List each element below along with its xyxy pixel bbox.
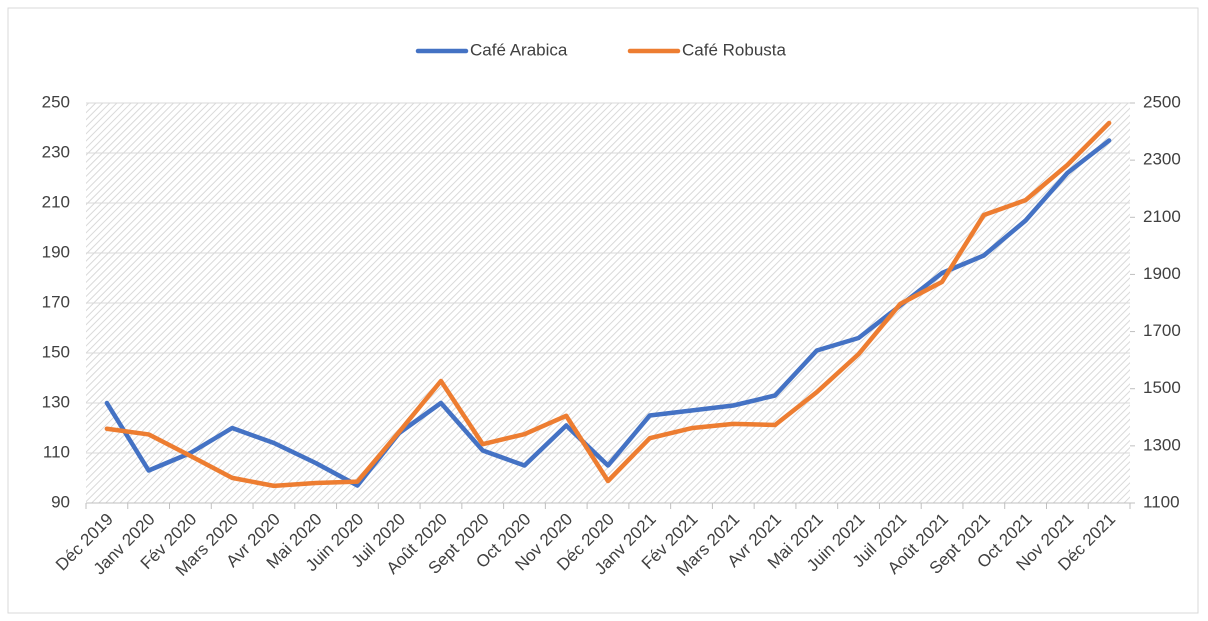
y-tick-label: 190 — [42, 242, 70, 261]
y2-tick-label: 2500 — [1143, 92, 1181, 111]
y2-tick-label: 2100 — [1143, 207, 1181, 226]
y-tick-label: 110 — [43, 442, 70, 461]
y2-tick-label: 2300 — [1143, 150, 1181, 169]
y-tick-label: 150 — [42, 342, 70, 361]
series-line — [104, 120, 1112, 489]
y-tick-label: 250 — [42, 92, 70, 111]
y-tick-label: 230 — [42, 142, 70, 161]
legend-label: Café Arabica — [470, 40, 568, 59]
y-tick-label: 210 — [42, 192, 70, 211]
y2-tick-label: 1100 — [1143, 492, 1180, 511]
y-tick-label: 90 — [51, 492, 70, 511]
y-tick-label: 130 — [42, 392, 70, 411]
y2-tick-label: 1900 — [1143, 264, 1181, 283]
y2-tick-label: 1500 — [1143, 378, 1181, 397]
series-line — [104, 138, 1112, 488]
legend-label: Café Robusta — [682, 40, 786, 59]
y2-tick-label: 1700 — [1143, 321, 1181, 340]
y-tick-label: 170 — [42, 292, 70, 311]
y2-tick-label: 1300 — [1143, 435, 1181, 454]
